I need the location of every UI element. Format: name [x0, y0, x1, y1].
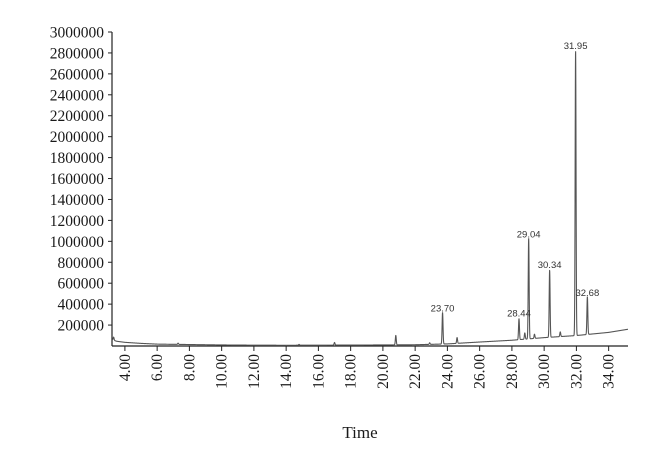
peak-label: 31.95	[564, 41, 588, 52]
x-tick-label: 16.00	[310, 354, 327, 389]
x-tick-label: 8.00	[181, 354, 198, 381]
y-tick-label: 2400000	[50, 87, 105, 104]
y-tick-label: 600000	[58, 276, 105, 293]
y-tick-label: 1600000	[50, 171, 105, 188]
annotation-layer: 23.70 28.44 29.04 30.34 31.95 32.68	[431, 41, 600, 319]
y-tick-label: 2000000	[50, 129, 105, 146]
x-tick-label: 30.00	[536, 354, 553, 389]
y-tick-label: 1000000	[50, 234, 105, 251]
x-tick-label: 24.00	[439, 354, 456, 389]
x-axis: 4.00 6.00 8.00 10.00 12.00 14.00 16.00 18.00 20.…	[112, 345, 628, 389]
y-tick-label: 2600000	[50, 66, 105, 83]
peak-label: 28.44	[507, 308, 531, 319]
x-tick-label: 6.00	[149, 354, 166, 381]
y-tick-label: 200000	[58, 318, 105, 335]
y-tick-label: 1200000	[50, 213, 105, 230]
x-tick-label: 20.00	[375, 354, 392, 389]
peak-label: 30.34	[538, 260, 562, 271]
peak-label: 29.04	[517, 229, 541, 240]
y-tick-label: 1800000	[50, 150, 105, 167]
x-tick-label: 28.00	[504, 354, 521, 389]
x-tick-label: 14.00	[278, 354, 295, 389]
peak-label: 23.70	[431, 304, 455, 315]
y-tick-label: 1400000	[50, 192, 105, 209]
y-tick-label: 2200000	[50, 108, 105, 125]
x-axis-label: Time	[342, 423, 377, 442]
y-tick-label: 400000	[58, 297, 105, 314]
x-tick-label: 32.00	[568, 354, 585, 389]
y-tick-label: 800000	[58, 255, 105, 272]
x-tick-label: 18.00	[343, 354, 360, 389]
x-tick-label: 12.00	[246, 354, 263, 389]
x-tick-label: 10.00	[214, 354, 231, 389]
chromatogram-trace	[111, 51, 629, 346]
y-tick-label: 2800000	[50, 45, 105, 62]
series-layer	[111, 51, 629, 346]
y-axis: 200000 400000 600000 800000 1000000 1200000 14…	[50, 25, 113, 346]
y-tick-label: 3000000	[50, 25, 105, 42]
x-tick-label: 26.00	[472, 354, 489, 389]
x-tick-label: 34.00	[601, 354, 618, 389]
x-tick-label: 22.00	[407, 354, 424, 389]
x-tick-label: 4.00	[117, 354, 134, 381]
peak-label: 32.68	[575, 288, 599, 299]
